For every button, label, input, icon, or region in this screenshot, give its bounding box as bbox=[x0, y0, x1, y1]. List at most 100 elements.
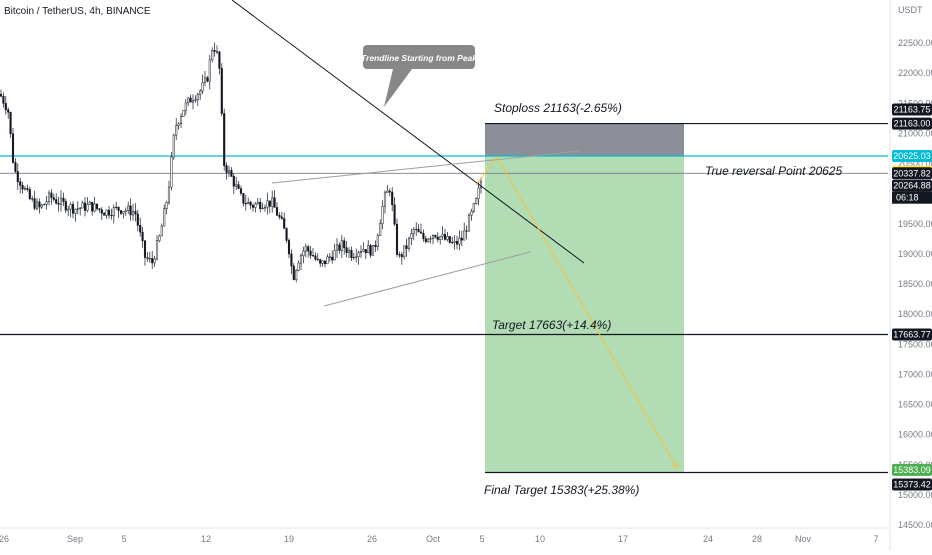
candle-body bbox=[331, 256, 334, 261]
candle-body bbox=[50, 192, 53, 198]
candle-body bbox=[436, 236, 439, 240]
price-label-tag bbox=[892, 328, 932, 341]
candle-body bbox=[407, 238, 411, 249]
candle-body bbox=[98, 208, 101, 210]
candle-body bbox=[211, 50, 214, 61]
candle-body bbox=[393, 204, 396, 225]
stoploss-zone[interactable] bbox=[485, 123, 684, 156]
candle-body bbox=[139, 225, 142, 233]
price-tick-label: 21500.00 bbox=[898, 98, 932, 108]
candle-body bbox=[434, 234, 437, 238]
wedge-lower-line[interactable] bbox=[323, 251, 531, 307]
wedge-upper-line[interactable] bbox=[271, 150, 581, 184]
candle-body bbox=[187, 97, 190, 104]
candle-body bbox=[357, 252, 360, 258]
candle-body bbox=[383, 192, 387, 207]
candle-body bbox=[40, 204, 43, 208]
price-tick-label: 18500.00 bbox=[898, 279, 932, 289]
candle-body bbox=[141, 231, 144, 242]
candle-body bbox=[105, 209, 108, 216]
target-zone[interactable] bbox=[485, 155, 684, 472]
candle-body bbox=[367, 245, 370, 254]
candle-body bbox=[143, 240, 147, 258]
reversal-label: True reversal Point 20625 bbox=[705, 164, 843, 178]
candle-body bbox=[93, 203, 96, 212]
candle-body bbox=[124, 210, 127, 212]
price-tick-label: 16000.00 bbox=[898, 430, 932, 440]
candle-body bbox=[107, 209, 111, 216]
candle-body bbox=[405, 245, 408, 249]
time-tick-label: 24 bbox=[703, 534, 713, 544]
candle-body bbox=[359, 251, 363, 253]
candle-body bbox=[451, 242, 454, 244]
time-tick-label: 19 bbox=[284, 534, 294, 544]
candle-body bbox=[292, 265, 295, 280]
candle-body bbox=[335, 244, 339, 251]
projection-arrowhead bbox=[671, 461, 679, 469]
candle-body bbox=[237, 184, 240, 189]
candle-body bbox=[112, 207, 115, 217]
price-label-text: 20337.82 bbox=[893, 168, 931, 178]
candle-body bbox=[43, 203, 46, 206]
candle-body bbox=[71, 204, 75, 214]
candle-body bbox=[280, 216, 283, 219]
candle-body bbox=[129, 205, 132, 216]
candle-body bbox=[14, 162, 17, 172]
candle-body bbox=[403, 245, 406, 258]
projection-path[interactable] bbox=[475, 156, 678, 469]
candle-body bbox=[475, 198, 478, 204]
candle-body bbox=[52, 197, 55, 200]
candle-body bbox=[374, 245, 377, 247]
candle-body bbox=[304, 246, 307, 252]
candle-body bbox=[477, 187, 480, 199]
candle-body bbox=[201, 82, 204, 92]
candle-body bbox=[100, 209, 103, 214]
candle-body bbox=[463, 230, 466, 241]
candle-body bbox=[91, 201, 94, 212]
candle-body bbox=[203, 77, 207, 83]
candle-body bbox=[2, 95, 5, 104]
candle-body bbox=[220, 68, 223, 114]
candle-body bbox=[247, 201, 250, 204]
candle-body bbox=[115, 206, 118, 208]
trendline-callout[interactable]: Trendline Starting from Peak bbox=[361, 45, 478, 107]
trendline-from-peak[interactable] bbox=[231, 0, 585, 264]
candle-body bbox=[79, 207, 82, 209]
candle-body bbox=[127, 205, 130, 211]
price-tick-label: 18000.00 bbox=[898, 309, 932, 319]
candle-body bbox=[311, 255, 315, 257]
candle-body bbox=[340, 240, 343, 251]
candle-body bbox=[69, 204, 72, 210]
candle-body bbox=[355, 256, 358, 258]
candle-body bbox=[232, 176, 235, 187]
candle-body bbox=[119, 210, 123, 214]
candle-body bbox=[35, 201, 39, 209]
time-tick-label: Sep bbox=[67, 534, 83, 544]
candle-body bbox=[314, 255, 317, 260]
symbol-title: Bitcoin / TetherUS, 4h, BINANCE bbox=[4, 6, 151, 17]
candle-body bbox=[427, 238, 430, 242]
price-label-tag bbox=[892, 167, 932, 180]
candle-body bbox=[268, 200, 271, 207]
candle-body bbox=[364, 249, 367, 254]
candle-body bbox=[170, 156, 173, 188]
price-label-tag bbox=[892, 149, 932, 162]
price-label-text: 15383.09 bbox=[893, 465, 931, 475]
candle-body bbox=[271, 197, 274, 207]
time-tick-label: 28 bbox=[752, 534, 762, 544]
price-tick-label: 19500.00 bbox=[898, 219, 932, 229]
candle-body bbox=[398, 254, 401, 256]
candle-body bbox=[172, 134, 175, 158]
candle-body bbox=[295, 270, 298, 280]
candle-body bbox=[67, 208, 70, 211]
final-target-label: Final Target 15383(+25.38%) bbox=[484, 483, 639, 497]
candle-body bbox=[167, 186, 171, 203]
candle-body bbox=[196, 94, 199, 101]
candle-body bbox=[347, 249, 351, 253]
candle-body bbox=[429, 238, 432, 240]
candle-body bbox=[227, 170, 231, 173]
time-tick-label: 5 bbox=[479, 534, 484, 544]
price-label-text: 21163.75 bbox=[894, 105, 931, 115]
